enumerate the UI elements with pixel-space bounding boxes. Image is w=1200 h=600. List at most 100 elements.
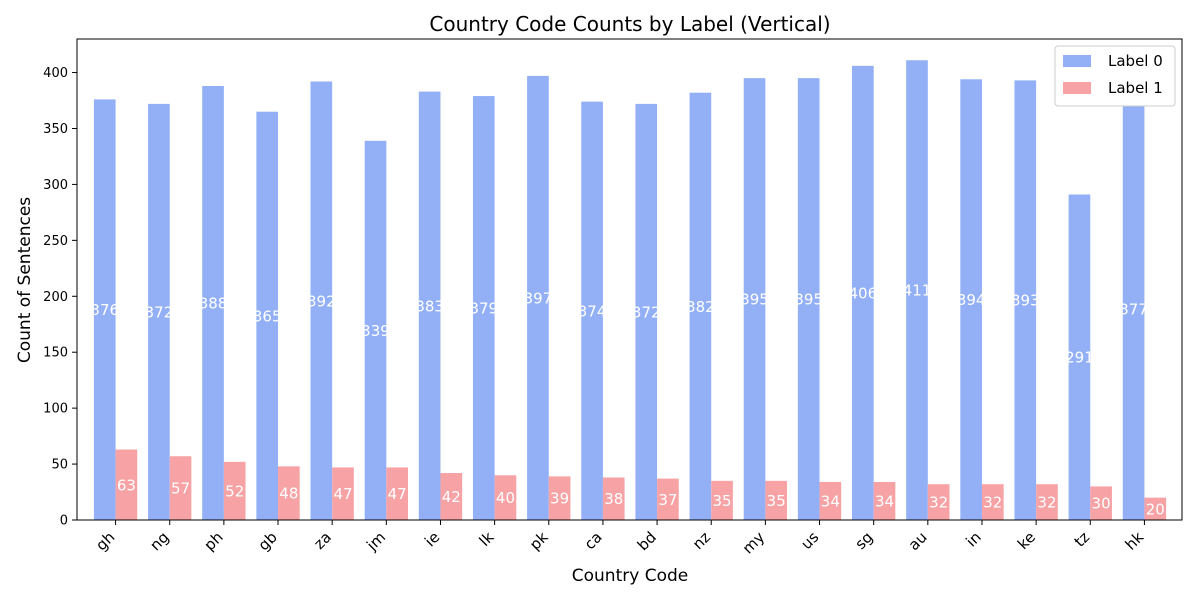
bar-value-label: 47 [333,485,352,503]
bar-ie-label-0 [418,91,441,521]
bar-value-label: 395 [740,291,769,309]
y-tick-label: 250 [43,234,68,249]
bar-value-label: 48 [279,485,298,503]
y-tick-label: 200 [43,290,68,305]
y-tick-label: 350 [43,122,68,137]
bar-value-label: 365 [253,307,282,325]
bar-value-label: 392 [307,292,336,310]
legend-label-0: Label 0 [1108,52,1163,70]
legend-label-1: Label 1 [1108,79,1163,97]
x-tick-label: nz [689,528,714,553]
bar-ph-label-1 [223,461,246,520]
x-tick-label: gh [92,528,118,554]
x-tick-label: ph [201,528,227,554]
bar-sg-label-0 [852,65,874,521]
plot-frame [76,38,1183,521]
bar-value-label: 377 [1119,301,1148,319]
x-tick-label: tz [1071,528,1094,551]
bar-value-label: 35 [767,492,786,510]
bar-value-label: 388 [199,294,228,312]
bar-value-label: 47 [388,485,407,503]
bar-ie-label-1 [440,473,463,520]
bar-value-label: 394 [957,291,986,309]
legend-swatch-label-1 [1063,82,1091,94]
bar-in-label-0 [960,79,982,520]
bar-za-label-1 [332,467,354,520]
x-tick-label: hk [1122,528,1148,554]
x-tick-label: bd [634,528,660,554]
bar-gb-label-0 [256,111,279,521]
legend: Label 0 Label 1 [1054,45,1176,107]
y-tick-label: 0 [60,514,68,529]
bar-value-label: 30 [1092,495,1111,513]
bar-lk-label-0 [472,96,495,521]
bar-value-label: 57 [171,480,190,498]
bar-value-label: 34 [875,492,894,510]
bar-value-label: 382 [686,298,715,316]
bar-us-label-1 [819,481,842,520]
bar-ke-label-1 [1036,484,1058,520]
x-tick-label: sg [852,528,877,553]
bar-ng-label-1 [169,456,192,520]
bar-value-label: 372 [145,303,174,321]
bar-tz-label-1 [1090,486,1112,520]
bar-my-label-1 [765,480,788,520]
x-tick-label: ke [1014,528,1039,553]
bar-value-label: 35 [713,492,732,510]
x-tick-label: in [962,528,984,550]
bar-value-label: 32 [1037,494,1056,512]
x-tick-label: ie [421,528,443,550]
bar-hk-label-0 [1122,98,1145,521]
x-tick-label: au [905,528,931,554]
x-tick-label: gb [255,528,281,554]
bar-value-label: 374 [578,302,607,320]
y-axis-label: Count of Sentences [15,197,35,363]
bar-ng-label-0 [148,103,170,521]
x-tick-label: pk [526,528,552,554]
bar-value-label: 395 [794,291,823,309]
x-tick-label: za [310,528,335,553]
y-tick-label: 100 [43,402,68,417]
bar-za-label-0 [310,81,333,521]
x-tick-label: lk [476,528,498,550]
bar-value-label: 406 [849,284,878,302]
bar-us-label-0 [797,78,820,521]
bar-value-label: 52 [225,482,244,500]
bar-value-label: 37 [658,491,677,509]
bar-value-label: 383 [415,297,444,315]
bar-bd-label-1 [657,478,679,520]
bar-value-label: 291 [1065,349,1094,367]
bar-in-label-1 [981,484,1004,520]
x-tick-label: us [797,528,822,553]
bar-au-label-0 [906,60,928,521]
chart-title: Country Code Counts by Label (Vertical) [429,12,830,36]
bar-gb-label-1 [278,466,300,520]
bar-ca-label-1 [602,477,625,520]
bar-value-label: 339 [361,322,390,340]
bar-value-label: 411 [903,282,932,300]
bar-bd-label-0 [635,103,658,521]
bar-sg-label-1 [873,481,896,520]
bar-nz-label-1 [711,480,733,520]
bar-jm-label-1 [386,467,408,520]
bar-value-label: 32 [983,494,1002,512]
bar-nz-label-0 [689,92,712,520]
bar-pk-label-1 [548,476,571,520]
bar-value-label: 393 [1011,292,1040,310]
bar-value-label: 20 [1146,500,1165,518]
bar-value-label: 376 [90,301,119,319]
bar-value-label: 38 [604,490,623,508]
bar-value-label: 32 [929,494,948,512]
bar-gh-label-0 [93,99,116,520]
x-axis-label: Country Code [572,566,688,586]
y-tick-label: 50 [51,458,68,473]
bar-my-label-0 [743,78,766,521]
bar-ke-label-0 [1014,80,1037,521]
bar-value-label: 40 [496,489,515,507]
y-tick-label: 150 [43,346,68,361]
plot-area: 0 50 100 150 200 250 300 350 400 376 63 gh 372 57 ng 38… [43,60,1167,557]
x-tick-label: ca [581,528,606,553]
bar-pk-label-0 [527,75,549,521]
bar-lk-label-1 [494,475,517,520]
